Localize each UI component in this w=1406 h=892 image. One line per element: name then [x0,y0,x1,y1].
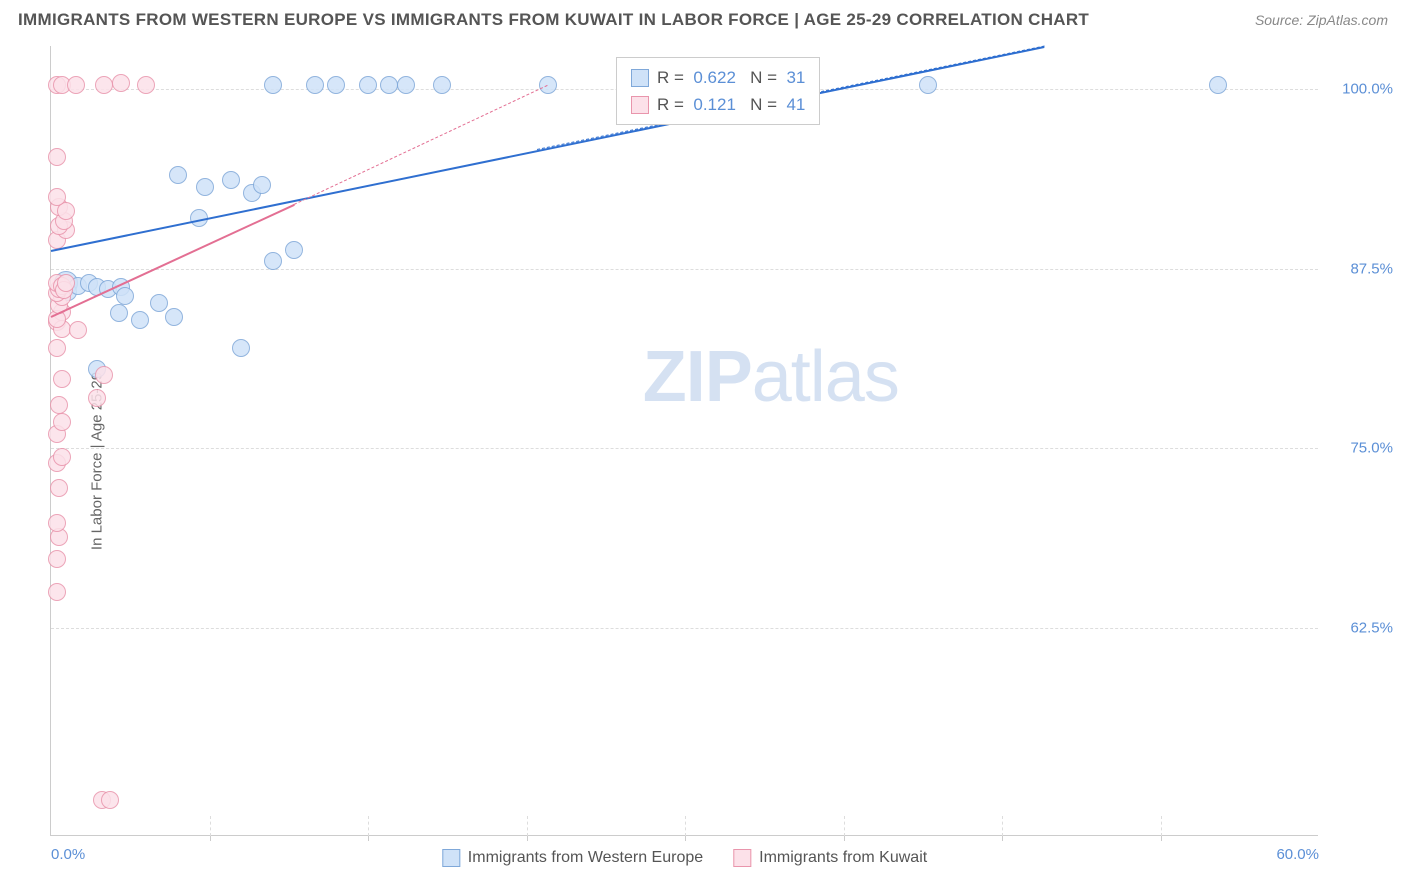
gridline [527,816,528,836]
data-point [88,389,106,407]
gridline [685,816,686,836]
y-tick-label: 100.0% [1342,81,1393,98]
data-point [48,514,66,532]
data-point [306,76,324,94]
data-point [327,76,345,94]
watermark: ZIPatlas [643,336,899,418]
chart-title: IMMIGRANTS FROM WESTERN EUROPE VS IMMIGR… [18,10,1089,30]
data-point [112,74,130,92]
data-point [53,370,71,388]
data-point [53,448,71,466]
legend-label: Immigrants from Western Europe [468,849,703,867]
legend-swatch-icon [733,849,751,867]
data-point [165,308,183,326]
plot-area: ZIPatlas Immigrants from Western Europe … [50,46,1318,836]
source-label: Source: ZipAtlas.com [1255,12,1388,28]
data-point [137,76,155,94]
data-point [222,171,240,189]
data-point [264,252,282,270]
data-point [919,76,937,94]
data-point [264,76,282,94]
data-point [48,550,66,568]
data-point [397,76,415,94]
data-point [196,178,214,196]
data-point [110,304,128,322]
chart-container: In Labor Force | Age 25-29 ZIPatlas Immi… [0,36,1406,886]
legend-text: R = 0.622 N = 31 [657,64,805,91]
legend-label: Immigrants from Kuwait [759,849,927,867]
data-point [359,76,377,94]
y-tick-label: 87.5% [1350,260,1393,277]
x-tick-label: 0.0% [51,846,85,863]
data-point [101,791,119,809]
bottom-legend: Immigrants from Western Europe Immigrant… [442,849,927,867]
data-point [48,188,66,206]
data-point [150,294,168,312]
legend-row: R = 0.622 N = 31 [631,64,805,91]
data-point [53,413,71,431]
gridline [368,816,369,836]
data-point [67,76,85,94]
data-point [95,366,113,384]
legend-text: R = 0.121 N = 41 [657,91,805,118]
data-point [433,76,451,94]
gridline [1002,816,1003,836]
data-point [50,479,68,497]
legend-row: R = 0.121 N = 41 [631,91,805,118]
data-point [285,241,303,259]
legend-swatch-icon [631,69,649,87]
data-point [48,583,66,601]
data-point [116,287,134,305]
legend-swatch-icon [631,96,649,114]
data-point [48,148,66,166]
gridline [51,269,1318,270]
data-point [50,396,68,414]
data-point [57,274,75,292]
data-point [169,166,187,184]
trend-line [294,85,548,205]
x-tick-label: 60.0% [1276,846,1319,863]
correlation-legend: R = 0.622 N = 31R = 0.121 N = 41 [616,57,820,125]
data-point [253,176,271,194]
data-point [380,76,398,94]
y-tick-label: 62.5% [1350,619,1393,636]
watermark-bold: ZIP [643,337,752,417]
data-point [232,339,250,357]
legend-item-western-europe: Immigrants from Western Europe [442,849,703,867]
watermark-light: atlas [752,337,899,417]
data-point [95,76,113,94]
y-tick-label: 75.0% [1350,440,1393,457]
trend-line [51,204,295,318]
legend-swatch-icon [442,849,460,867]
gridline [51,628,1318,629]
gridline [51,448,1318,449]
data-point [1209,76,1227,94]
legend-item-kuwait: Immigrants from Kuwait [733,849,927,867]
data-point [48,339,66,357]
gridline [844,816,845,836]
gridline [1161,816,1162,836]
data-point [69,321,87,339]
data-point [131,311,149,329]
gridline [210,816,211,836]
